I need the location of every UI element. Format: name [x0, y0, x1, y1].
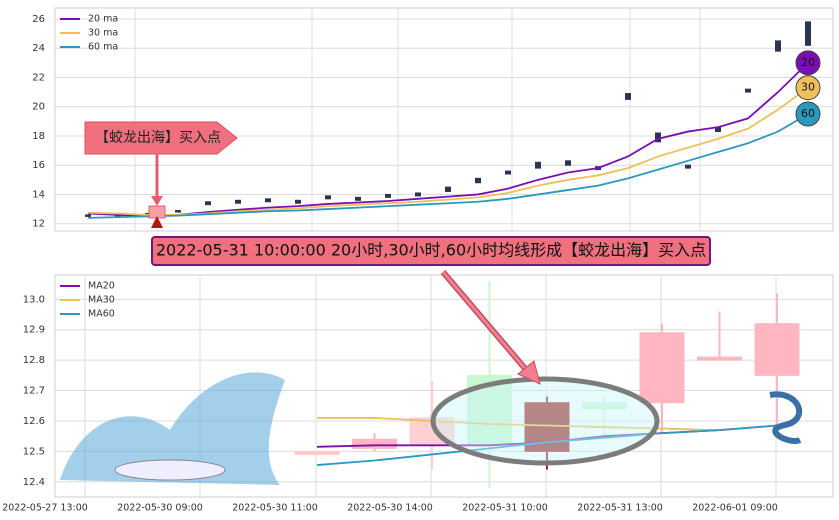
- annotation-pointer-head: [151, 196, 163, 206]
- ma-end-label: 20: [801, 56, 815, 69]
- ma-end-label: 60: [801, 107, 815, 120]
- candle-body: [385, 193, 391, 198]
- legend-label: MA60: [88, 309, 115, 320]
- candle-body: [355, 196, 361, 201]
- banner: [151, 236, 711, 266]
- y-tick-label: 24: [32, 43, 45, 54]
- candle-body: [85, 214, 91, 217]
- candle-body: [754, 323, 800, 376]
- candle-body: [565, 160, 571, 166]
- legend-label: 20 ma: [88, 14, 118, 25]
- y-tick-label: 12.8: [23, 355, 45, 366]
- ma-end-marker: [795, 75, 821, 101]
- y-tick-label: 16: [32, 160, 45, 171]
- ma-line: [87, 113, 809, 219]
- annotation-arrow-box: [84, 121, 238, 155]
- candle-body: [175, 210, 181, 213]
- y-tick-label: 12.7: [23, 386, 45, 397]
- surfboard-illustration: [114, 459, 226, 481]
- legend-label: MA30: [88, 295, 115, 306]
- ma-end-label: 30: [801, 81, 815, 94]
- x-tick-label: 2022-06-01 09:00: [692, 503, 778, 514]
- x-tick-label: 2022-05-31 10:00: [462, 503, 548, 514]
- y-tick-label: 12: [32, 219, 45, 230]
- y-tick-label: 12.4: [23, 477, 45, 488]
- candle-body: [352, 438, 397, 449]
- candle-body: [445, 186, 451, 193]
- legend-label: MA20: [88, 281, 115, 292]
- ma-line: [87, 62, 809, 218]
- ma-line: [317, 417, 778, 431]
- y-tick-label: 20: [32, 102, 45, 113]
- highlight-arrow-head: [517, 360, 541, 385]
- y-tick-label: 14: [32, 189, 45, 200]
- highlight-arrow-inner: [441, 271, 530, 373]
- candle-body: [685, 164, 691, 169]
- candle-body: [639, 332, 685, 404]
- candle-body: [265, 198, 271, 203]
- candle-body: [697, 356, 742, 361]
- y-tick-label: 12.6: [23, 416, 45, 427]
- x-tick-label: 2022-05-30 09:00: [117, 503, 203, 514]
- candle-body: [775, 40, 781, 52]
- signal-triangle: [151, 216, 163, 228]
- x-tick-label: 2022-05-31 13:00: [577, 503, 663, 514]
- ma-end-marker: [795, 101, 821, 127]
- candle-body: [805, 21, 811, 46]
- y-tick-label: 13.0: [23, 294, 45, 305]
- ma-line: [316, 424, 778, 466]
- y-tick-label: 12.5: [23, 446, 45, 457]
- candle-body: [745, 88, 751, 93]
- candle-body: [582, 402, 627, 410]
- candle-body: [475, 177, 481, 184]
- candle-body: [294, 450, 340, 455]
- candle-body: [235, 199, 241, 204]
- wave-illustration: [60, 372, 285, 485]
- candle-body: [505, 170, 511, 175]
- banner-text: 2022-05-31 10:00:00 20小时,30小时,60小时均线形成【蛟…: [156, 241, 706, 260]
- y-tick-label: 22: [32, 72, 45, 83]
- candle-body: [625, 93, 631, 100]
- y-tick-label: 26: [32, 14, 45, 25]
- legend-label: 60 ma: [88, 42, 118, 53]
- y-tick-label: 18: [32, 131, 45, 142]
- legend-label: 30 ma: [88, 28, 118, 39]
- plot-frame: [54, 7, 834, 232]
- annotation-text: 【蛟龙出海】买入点: [95, 130, 221, 146]
- decoration-layer: 【蛟龙出海】买入点 2022-05-31 10:00:00 20小时,30小时,…: [60, 121, 803, 485]
- grid-layer: 12 14 16 18 20 22 24 26 12.4 12.5 12.6 12.7 12.8 12.9…: [2, 7, 834, 514]
- highlight-ellipse: [430, 376, 660, 466]
- candle-body: [325, 195, 331, 200]
- ma-end-marker: [795, 50, 821, 76]
- candle-body: [295, 199, 301, 204]
- x-tick-label: 2022-05-30 11:00: [232, 503, 318, 514]
- x-tick-label: 2022-05-30 14:00: [347, 503, 433, 514]
- candle-body: [415, 192, 421, 197]
- x-tick-label: 2022-05-27 13:00: [2, 503, 88, 514]
- marks-layer: 20 20 ma 30 30 ma 60 60 ma MA20 MA30 MA60: [60, 14, 821, 488]
- y-tick-label: 12.9: [23, 325, 45, 336]
- candle-body: [535, 161, 541, 169]
- dragon-illustration: [769, 391, 803, 444]
- candle-body: [205, 201, 211, 206]
